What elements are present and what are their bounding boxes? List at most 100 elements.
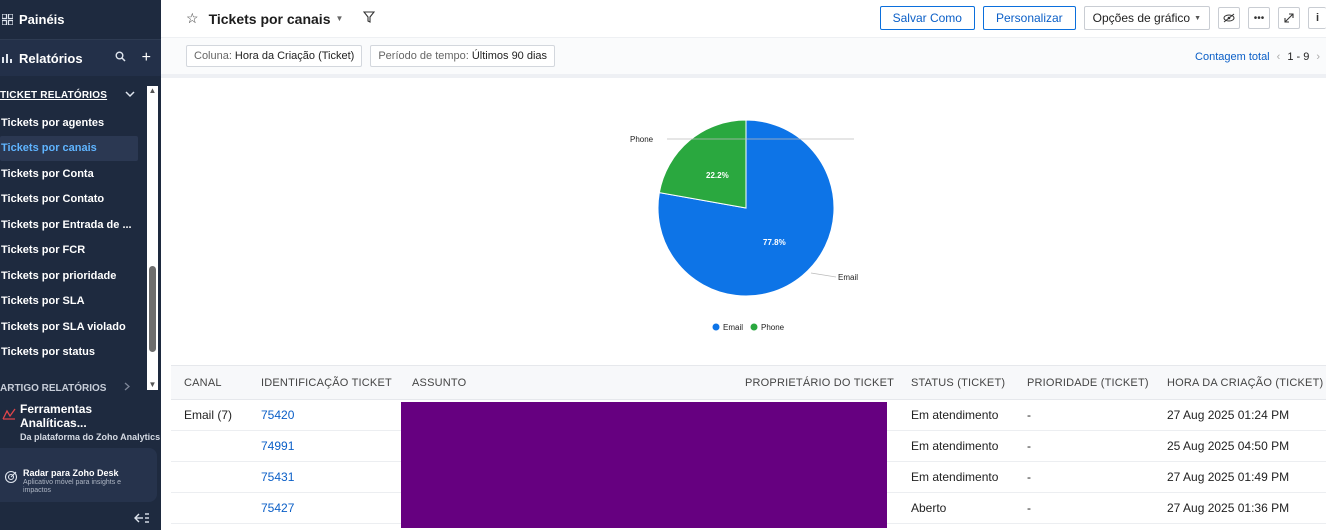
radar-title: Radar para Zoho Desk <box>23 468 119 478</box>
cell-priority: - <box>1027 470 1031 484</box>
expand-icon[interactable] <box>1278 7 1300 29</box>
chart-options-label: Opções de gráfico <box>1092 11 1191 25</box>
radar-subtitle: Aplicativo móvel para insights e impacto… <box>23 479 122 494</box>
sidebar-item-tickets-por-fcr[interactable]: Tickets por FCR <box>1 244 86 257</box>
period-filter-key: Período de tempo: <box>378 50 469 62</box>
period-filter-chip[interactable]: Período de tempo: Últimos 90 dias <box>370 45 556 67</box>
customize-button[interactable]: Personalizar <box>982 6 1076 30</box>
column-filter-key: Coluna: <box>194 50 232 62</box>
slice-label-phone: Phone <box>630 135 654 144</box>
legend-email-icon[interactable] <box>712 323 720 331</box>
pie-chart: Phone Email 22.2% 77.8% Email Phone <box>630 119 858 332</box>
cell-created: 27 Aug 2025 01:24 PM <box>1167 408 1290 422</box>
prev-page-icon[interactable]: ‹ <box>1276 51 1281 63</box>
col-header-id[interactable]: IDENTIFICAÇÃO TICKET <box>261 376 392 389</box>
period-filter-value: Últimos 90 dias <box>471 50 548 62</box>
total-count-link[interactable]: Contagem total <box>1195 51 1270 63</box>
col-header-status[interactable]: STATUS (TICKET) <box>911 376 1006 389</box>
sidebar-reports[interactable]: Relatórios + <box>0 40 161 76</box>
filter-bar: Coluna: Hora da Criação (Ticket) Período… <box>161 38 1326 78</box>
info-icon[interactable]: i <box>1308 7 1326 29</box>
col-header-priority[interactable]: PRIORIDADE (TICKET) <box>1027 376 1149 389</box>
more-options-icon[interactable]: ••• <box>1248 7 1270 29</box>
scroll-thumb[interactable] <box>149 266 156 352</box>
analytics-tools-title: Ferramentas Analíticas... <box>20 402 93 430</box>
chart-legend: Email Phone <box>712 323 785 332</box>
star-icon[interactable]: ☆ <box>186 10 199 26</box>
bar-chart-icon <box>0 51 14 65</box>
chevron-down-icon: ▼ <box>1194 14 1201 22</box>
sidebar-item-tickets-por-contato[interactable]: Tickets por Contato <box>1 193 105 206</box>
sidebar-reports-label: Relatórios <box>19 50 83 66</box>
pagination: Contagem total ‹ 1 - 9 › <box>1195 51 1320 63</box>
scroll-up-arrow-icon[interactable]: ▲ <box>148 86 157 95</box>
collapse-sidebar-icon[interactable] <box>134 512 150 527</box>
slice-percent-phone: 22.2% <box>706 171 729 180</box>
pie-slice-phone[interactable] <box>658 119 747 209</box>
data-table: CANAL IDENTIFICAÇÃO TICKET ASSUNTO PROPR… <box>171 365 1326 530</box>
hide-eye-icon[interactable] <box>1218 7 1240 29</box>
cell-status: Em atendimento <box>911 439 999 453</box>
sidebar-item-tickets-por-canais[interactable]: Tickets por canais <box>0 135 138 161</box>
chevron-down-icon[interactable] <box>125 90 135 101</box>
ticket-id-link[interactable]: 75420 <box>261 408 295 422</box>
col-header-subject[interactable]: ASSUNTO <box>412 376 467 389</box>
report-header: ☆ Tickets por canais ▼ Salvar Como Perso… <box>161 0 1326 38</box>
sidebar-item-tickets-por-status[interactable]: Tickets por status <box>1 346 95 359</box>
column-filter-value: Hora da Criação (Ticket) <box>234 50 355 62</box>
search-icon[interactable] <box>115 51 126 65</box>
sidebar-dashboards[interactable]: Painéis <box>0 0 161 40</box>
cell-created: 25 Aug 2025 04:50 PM <box>1167 439 1290 453</box>
cell-canal: Email (7) <box>184 408 233 422</box>
scroll-down-arrow-icon[interactable]: ▼ <box>148 380 157 389</box>
column-filter-chip[interactable]: Coluna: Hora da Criação (Ticket) <box>186 45 363 67</box>
ticket-id-link[interactable]: 75427 <box>261 501 295 515</box>
sidebar: Painéis Relatórios + TICKET RELATÓRIOS T… <box>0 0 161 530</box>
col-header-owner[interactable]: PROPRIETÁRIO DO TICKET <box>745 376 895 389</box>
sidebar-item-tickets-por-conta[interactable]: Tickets por Conta <box>1 167 94 180</box>
email-leader-line <box>810 272 837 278</box>
cell-created: 27 Aug 2025 01:36 PM <box>1167 501 1290 515</box>
col-header-created[interactable]: HORA DA CRIAÇÃO (TICKET) <box>1167 376 1324 389</box>
cell-created: 27 Aug 2025 01:49 PM <box>1167 470 1290 484</box>
sidebar-item-tickets-por-entrada[interactable]: Tickets por Entrada de ... <box>1 218 132 231</box>
page-range: 1 - 9 <box>1287 51 1310 63</box>
section-article-reports[interactable]: ARTIGO RELATÓRIOS <box>0 379 140 397</box>
ticket-id-link[interactable]: 75431 <box>261 470 295 484</box>
save-as-button[interactable]: Salvar Como <box>879 6 975 30</box>
slice-percent-email: 77.8% <box>763 238 786 247</box>
chart-area: Phone Email 22.2% 77.8% Email Phone <box>171 85 1326 363</box>
legend-phone[interactable]: Phone <box>761 323 785 332</box>
radar-icon <box>4 470 18 502</box>
sidebar-item-tickets-por-prioridade[interactable]: Tickets por prioridade <box>1 269 117 282</box>
sidebar-dashboards-label: Painéis <box>19 12 65 27</box>
chevron-right-icon[interactable] <box>124 382 130 394</box>
analytics-tools-subtitle: Da plataforma do Zoho Analytics <box>20 432 161 442</box>
col-header-canal[interactable]: CANAL <box>184 376 222 389</box>
chart-options-dropdown[interactable]: Opções de gráfico ▼ <box>1083 6 1210 30</box>
add-icon[interactable]: + <box>141 49 151 66</box>
next-page-icon[interactable]: › <box>1316 51 1320 63</box>
redacted-content <box>401 402 887 528</box>
filter-icon[interactable] <box>363 11 376 26</box>
section-ticket-reports-label: TICKET RELATÓRIOS <box>0 89 108 101</box>
section-ticket-reports[interactable]: TICKET RELATÓRIOS <box>0 84 161 106</box>
cell-priority: - <box>1027 439 1031 453</box>
section-article-reports-label: ARTIGO RELATÓRIOS <box>0 382 107 394</box>
sidebar-item-tickets-por-agentes[interactable]: Tickets por agentes <box>1 116 105 129</box>
analytics-icon <box>2 408 16 423</box>
sidebar-item-tickets-por-sla-violado[interactable]: Tickets por SLA violado <box>1 320 126 333</box>
cell-priority: - <box>1027 408 1031 422</box>
sidebar-item-tickets-por-sla[interactable]: Tickets por SLA <box>1 295 85 308</box>
legend-email[interactable]: Email <box>723 323 743 332</box>
title-caret-down-icon[interactable]: ▼ <box>335 14 344 23</box>
page-title[interactable]: Tickets por canais <box>208 10 331 27</box>
cell-status: Aberto <box>911 501 947 515</box>
cell-status: Em atendimento <box>911 470 999 484</box>
cell-priority: - <box>1027 501 1031 515</box>
analytics-tools-promo[interactable]: Ferramentas Analíticas... Da plataforma … <box>0 402 161 442</box>
radar-promo-card[interactable]: Radar para Zoho Desk Aplicativo móvel pa… <box>0 448 157 502</box>
ticket-id-link[interactable]: 74991 <box>261 439 295 453</box>
legend-phone-icon[interactable] <box>750 323 758 331</box>
sidebar-scrollbar[interactable]: ▲ ▼ <box>147 86 158 390</box>
